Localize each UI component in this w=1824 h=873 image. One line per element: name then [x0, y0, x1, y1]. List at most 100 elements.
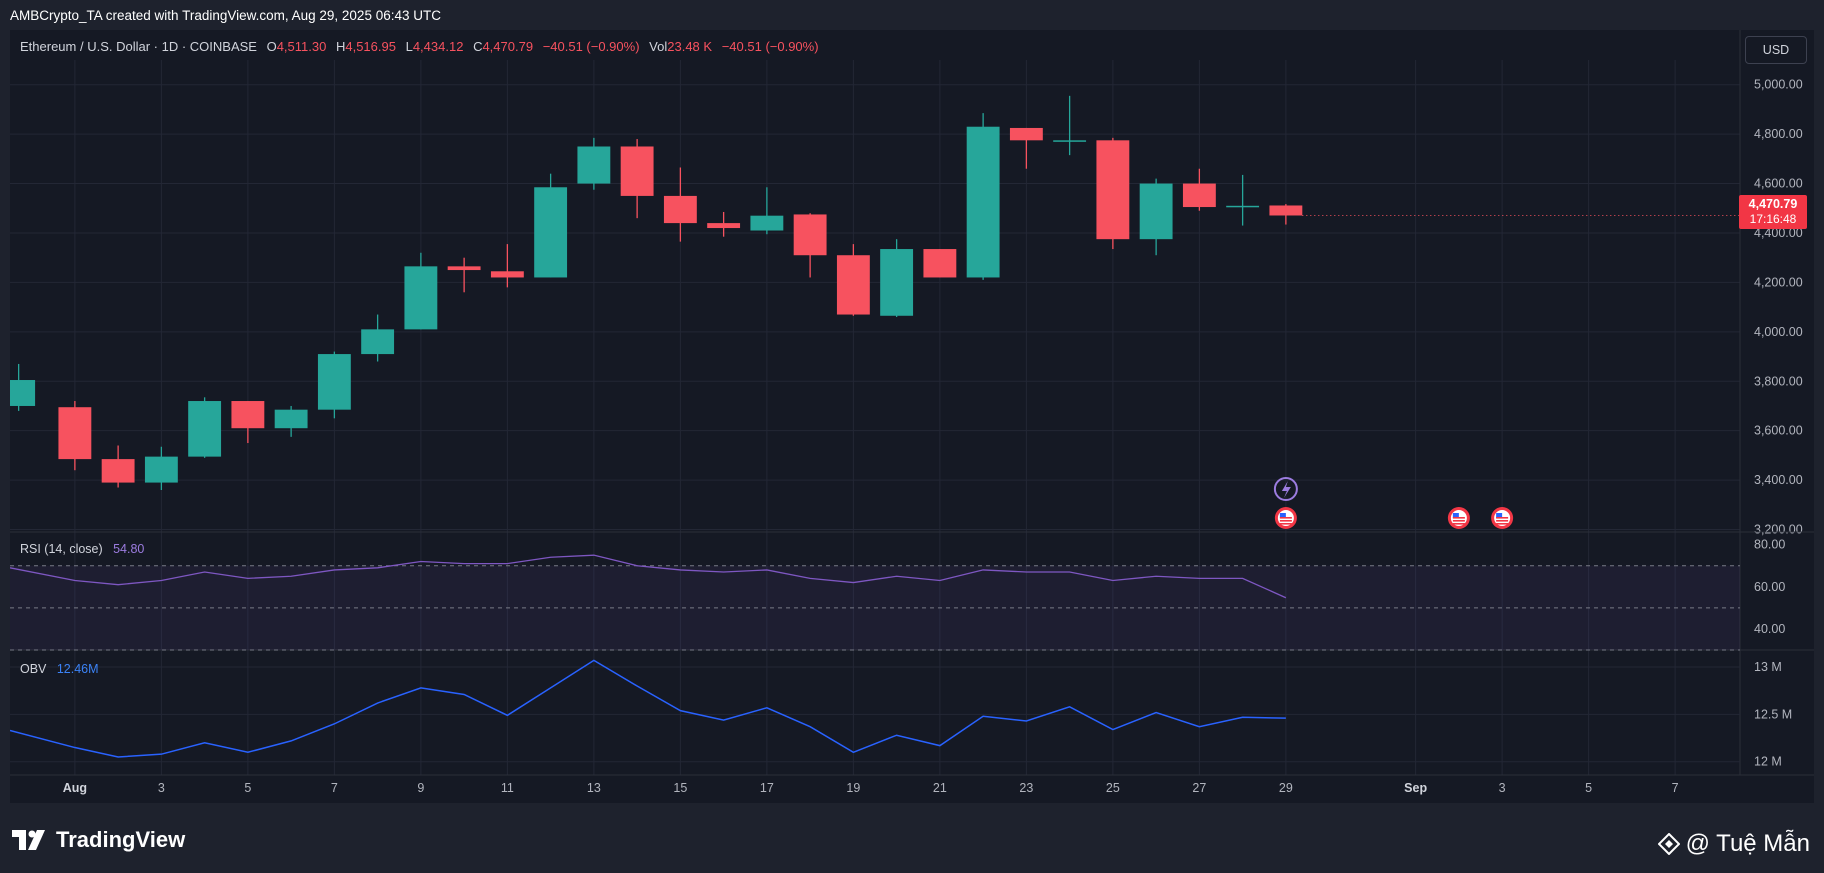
obv-axis-tick-label: 12 M — [1754, 755, 1782, 769]
time-axis-tick-label: 5 — [244, 781, 251, 795]
ohlc-legend: Ethereum / U.S. Dollar · 1D · COINBASE O… — [20, 39, 819, 54]
price-axis-tick-label: 3,600.00 — [1754, 424, 1803, 438]
symbol-title[interactable]: Ethereum / U.S. Dollar · 1D · COINBASE — [20, 39, 257, 54]
volume-value: 23.48 K — [667, 39, 713, 54]
candle-body — [188, 401, 222, 457]
open-label: O — [266, 39, 277, 54]
flag-canton — [1496, 513, 1503, 518]
open-value: 4,511.30 — [276, 39, 327, 54]
grid-lines — [10, 60, 1740, 775]
flag-stripe — [1279, 523, 1292, 525]
candle-body — [1139, 183, 1173, 240]
candle-body — [1053, 140, 1087, 142]
event-ring — [1273, 477, 1298, 501]
candles — [10, 95, 1303, 490]
time-axis-tick-label: 9 — [417, 781, 424, 795]
obv-line — [10, 659, 1286, 758]
candle-body — [620, 146, 654, 196]
rsi-value: 54.80 — [113, 542, 145, 556]
flag-canton — [1452, 513, 1459, 518]
candle-body — [361, 329, 395, 355]
flag-stripe — [1496, 517, 1509, 519]
candle-body — [707, 223, 741, 229]
candle-body — [317, 354, 351, 410]
flag-stripe — [1452, 517, 1465, 519]
binance-diamond-icon — [1657, 833, 1680, 855]
tradingview-logo[interactable]: TradingView — [12, 826, 185, 854]
price-axis-tick-label: 4,400.00 — [1754, 226, 1803, 240]
candle-body — [101, 459, 135, 483]
flag-stripe — [1496, 523, 1509, 525]
earnings-event-icon — [1273, 477, 1298, 501]
candle-body — [836, 255, 870, 315]
time-axis-tick-label: 7 — [331, 781, 338, 795]
price-axis-tick-label: 4,800.00 — [1754, 127, 1803, 141]
low-value: 4,434.12 — [412, 39, 464, 54]
candle-body — [1096, 140, 1130, 240]
candle-body — [923, 249, 957, 278]
watermark-text: @ Tuệ Mẫn — [1685, 830, 1810, 857]
economic-event-flag-icon — [1447, 507, 1470, 529]
time-axis-tick-label: 3 — [158, 781, 165, 795]
candle-body — [966, 126, 1000, 278]
obv-axis-tick-label: 13 M — [1754, 660, 1782, 674]
candle-body — [534, 187, 568, 278]
economic-event-flag-icon — [1274, 507, 1297, 529]
time-axis-tick-label: 23 — [1019, 781, 1033, 795]
time-axis-tick-label: 21 — [933, 781, 947, 795]
bar-countdown: 17:16:48 — [1749, 212, 1797, 226]
volume-label: Vol — [649, 39, 668, 54]
tradingview-logo-icon — [12, 830, 45, 850]
candle-body — [144, 456, 178, 483]
time-axis-tick-label: 3 — [1499, 781, 1506, 795]
price-axis-tick-label: 4,200.00 — [1754, 275, 1803, 289]
time-axis-tick-label: 7 — [1672, 781, 1679, 795]
price-axis-tick-label: 3,400.00 — [1754, 473, 1803, 487]
candle-body — [274, 409, 308, 429]
obv-legend[interactable]: OBV 12.46M — [20, 662, 99, 676]
candle-body — [1009, 127, 1043, 141]
time-axis-tick-label: 25 — [1106, 781, 1120, 795]
candle-body — [1226, 205, 1260, 208]
high-label: H — [335, 39, 346, 54]
economic-event-flag-icon — [1491, 507, 1514, 529]
obv-pane — [10, 659, 1740, 763]
candle-body — [231, 401, 265, 429]
obv-value: 12.46M — [56, 662, 99, 676]
candle-body — [58, 407, 92, 460]
rsi-label: RSI (14, close) — [20, 542, 103, 556]
candle-body — [10, 380, 36, 406]
rsi-legend[interactable]: RSI (14, close) 54.80 — [20, 542, 144, 556]
last-price: 4,470.79 — [1748, 197, 1798, 211]
close-label: C — [473, 39, 483, 54]
time-axis-tick-label: 17 — [760, 781, 774, 795]
chart-frame[interactable]: 3,200.00 3,400.00 3,600.00 3,800.00 4,000.00… — [10, 30, 1814, 803]
candle-body — [447, 266, 481, 271]
obv-axis-tick-label: 12.5 M — [1754, 707, 1792, 721]
flag-stripe — [1496, 520, 1509, 522]
price-change: −40.51 (−0.90%) — [542, 39, 640, 54]
candle-body — [404, 266, 438, 330]
candle-body — [880, 249, 914, 316]
chart-canvas[interactable]: 3,200.00 3,400.00 3,600.00 3,800.00 4,000.00… — [10, 30, 1814, 803]
candle-body — [577, 146, 611, 184]
flag-stripe — [1452, 520, 1465, 522]
time-axis-tick-label: 11 — [501, 781, 514, 795]
time-axis-tick-label: 5 — [1585, 781, 1592, 795]
candle-body — [1182, 183, 1216, 208]
rsi-pane — [10, 554, 1740, 651]
candle-body — [750, 215, 784, 231]
flag-canton — [1279, 513, 1286, 518]
price-axis-tick-label: 4,000.00 — [1754, 325, 1803, 339]
time-axis-tick-label: 15 — [673, 781, 687, 795]
time-axis-tick-label: Sep — [1404, 781, 1427, 795]
flag-stripe — [1279, 517, 1292, 519]
brand-name: TradingView — [56, 827, 186, 852]
price-axis-tick-label: 5,000.00 — [1754, 78, 1803, 92]
close-value: 4,470.79 — [482, 39, 534, 54]
flag-stripe — [1452, 523, 1465, 525]
candle-body — [663, 195, 697, 224]
time-axis-tick-label: 27 — [1192, 781, 1206, 795]
currency-button[interactable]: USD — [1745, 36, 1807, 64]
volume-change: −40.51 (−0.90%) — [721, 39, 819, 54]
